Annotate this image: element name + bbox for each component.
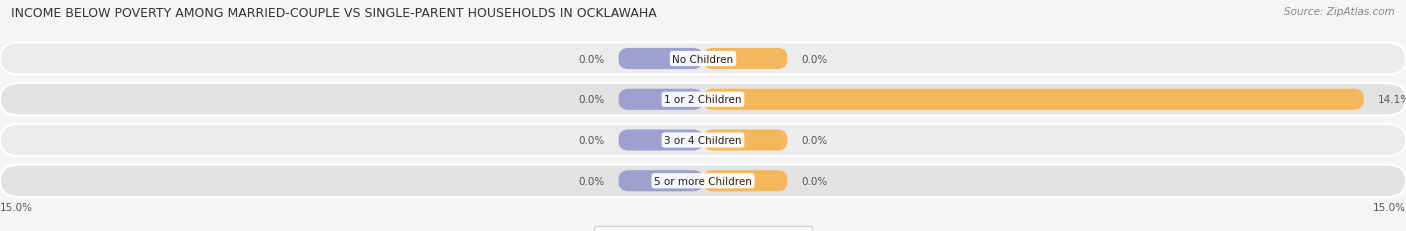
FancyBboxPatch shape	[703, 130, 787, 151]
FancyBboxPatch shape	[0, 165, 1406, 197]
Text: 0.0%: 0.0%	[801, 135, 828, 145]
Text: 0.0%: 0.0%	[801, 176, 828, 186]
FancyBboxPatch shape	[0, 84, 1406, 116]
Text: 0.0%: 0.0%	[578, 54, 605, 64]
FancyBboxPatch shape	[0, 43, 1406, 75]
Text: 15.0%: 15.0%	[0, 202, 32, 213]
Text: 3 or 4 Children: 3 or 4 Children	[664, 135, 742, 145]
Text: INCOME BELOW POVERTY AMONG MARRIED-COUPLE VS SINGLE-PARENT HOUSEHOLDS IN OCKLAWA: INCOME BELOW POVERTY AMONG MARRIED-COUPL…	[11, 7, 657, 20]
Text: No Children: No Children	[672, 54, 734, 64]
Text: 0.0%: 0.0%	[801, 54, 828, 64]
Text: 0.0%: 0.0%	[578, 95, 605, 105]
FancyBboxPatch shape	[619, 170, 703, 191]
FancyBboxPatch shape	[703, 89, 1364, 110]
FancyBboxPatch shape	[619, 49, 703, 70]
Text: 5 or more Children: 5 or more Children	[654, 176, 752, 186]
FancyBboxPatch shape	[0, 124, 1406, 156]
Text: 1 or 2 Children: 1 or 2 Children	[664, 95, 742, 105]
FancyBboxPatch shape	[703, 170, 787, 191]
FancyBboxPatch shape	[619, 89, 703, 110]
Text: 0.0%: 0.0%	[578, 176, 605, 186]
Text: 0.0%: 0.0%	[578, 135, 605, 145]
FancyBboxPatch shape	[619, 130, 703, 151]
Text: 15.0%: 15.0%	[1374, 202, 1406, 213]
Text: 14.1%: 14.1%	[1378, 95, 1406, 105]
Legend: Married Couples, Single Parents: Married Couples, Single Parents	[595, 226, 811, 231]
Text: Source: ZipAtlas.com: Source: ZipAtlas.com	[1284, 7, 1395, 17]
FancyBboxPatch shape	[703, 49, 787, 70]
